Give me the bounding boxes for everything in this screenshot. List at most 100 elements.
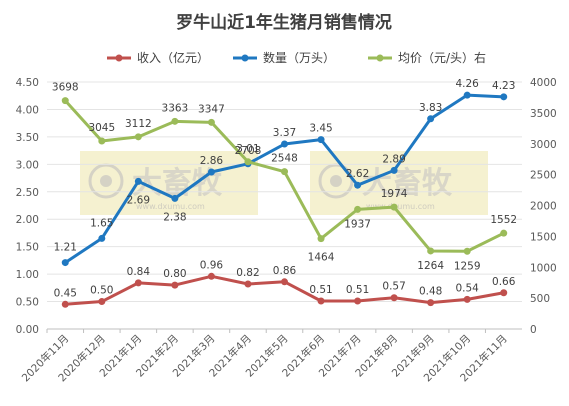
data-point bbox=[463, 247, 471, 255]
data-point bbox=[134, 133, 142, 141]
y-left-tick-label: 1.00 bbox=[16, 269, 39, 281]
data-point bbox=[207, 168, 215, 176]
data-label: 3.83 bbox=[419, 102, 442, 114]
data-label: 0.57 bbox=[382, 281, 405, 293]
y-right-tick-label: 3000 bbox=[530, 139, 557, 151]
data-label: 3347 bbox=[198, 103, 225, 115]
data-point bbox=[61, 300, 69, 308]
watermark-logo-dot bbox=[330, 175, 342, 187]
data-label: 1464 bbox=[308, 252, 335, 264]
legend-marker bbox=[115, 54, 123, 62]
data-point bbox=[390, 294, 398, 302]
data-label: 3.45 bbox=[309, 123, 332, 135]
data-label: 0.80 bbox=[163, 268, 186, 280]
data-label: 4.26 bbox=[455, 78, 479, 90]
data-label: 0.48 bbox=[419, 286, 442, 298]
data-label: 0.84 bbox=[127, 266, 151, 278]
data-label: 3.37 bbox=[273, 127, 296, 139]
data-point bbox=[500, 289, 508, 297]
data-label: 0.51 bbox=[309, 284, 332, 296]
data-label: 2.38 bbox=[163, 211, 186, 223]
watermark-logo-icon bbox=[88, 163, 124, 199]
data-point bbox=[354, 181, 362, 189]
y-right-tick-label: 4000 bbox=[530, 77, 557, 89]
y-left-tick-label: 2.00 bbox=[16, 214, 39, 226]
legend-entry: 均价（元/头）右 bbox=[398, 50, 486, 65]
data-point bbox=[98, 234, 106, 242]
data-point bbox=[354, 297, 362, 305]
data-point bbox=[281, 140, 288, 148]
data-label: 4.23 bbox=[492, 80, 515, 92]
watermark-logo-icon bbox=[318, 163, 354, 199]
data-point bbox=[390, 203, 398, 211]
data-label: 1552 bbox=[490, 214, 517, 226]
y-right-tick-label: 500 bbox=[530, 293, 550, 305]
legend-entry: 数量（万头） bbox=[263, 50, 335, 65]
chart-title: 罗牛山近1年生猪月销售情况 bbox=[176, 12, 392, 33]
watermark-url: www.dxumu.com bbox=[366, 202, 435, 211]
data-label: 3698 bbox=[52, 82, 79, 94]
data-label: 0.51 bbox=[346, 284, 369, 296]
data-point bbox=[281, 168, 288, 176]
data-point bbox=[317, 235, 325, 243]
data-point bbox=[98, 298, 106, 306]
data-point bbox=[500, 229, 508, 237]
y-left-tick-label: 1.50 bbox=[16, 242, 39, 254]
data-label: 1.21 bbox=[54, 242, 77, 254]
data-label: 0.96 bbox=[200, 259, 224, 271]
watermark-text: 大畜牧 bbox=[362, 166, 453, 201]
y-left-tick-label: 2.50 bbox=[16, 187, 39, 199]
data-label: 3363 bbox=[162, 102, 189, 114]
data-label: 0.54 bbox=[455, 282, 479, 294]
data-point bbox=[427, 115, 435, 123]
data-point bbox=[427, 299, 435, 307]
watermark-url: www.dxumu.com bbox=[136, 202, 205, 211]
data-point bbox=[463, 295, 471, 303]
data-point bbox=[61, 97, 69, 105]
data-label: 1.65 bbox=[90, 217, 113, 229]
y-right-tick-label: 1500 bbox=[530, 231, 557, 243]
data-point bbox=[427, 247, 435, 255]
data-point bbox=[61, 259, 69, 267]
data-label: 2708 bbox=[235, 145, 262, 157]
data-point bbox=[207, 272, 215, 280]
data-label: 1264 bbox=[417, 260, 444, 272]
data-point bbox=[354, 205, 362, 213]
data-point bbox=[317, 136, 325, 144]
data-point bbox=[390, 166, 398, 174]
y-left-tick-label: 3.00 bbox=[16, 159, 39, 171]
legend-entry: 收入（亿元） bbox=[137, 50, 209, 65]
y-left-tick-label: 0.50 bbox=[16, 297, 39, 309]
data-point bbox=[171, 194, 179, 202]
data-point bbox=[500, 93, 508, 101]
data-label: 3045 bbox=[88, 122, 115, 134]
y-right-tick-label: 1000 bbox=[530, 262, 557, 274]
watermark-logo-dot bbox=[100, 175, 112, 187]
data-point bbox=[281, 278, 288, 286]
data-label: 0.45 bbox=[54, 287, 77, 299]
data-label: 0.66 bbox=[492, 276, 516, 288]
data-point bbox=[171, 117, 179, 125]
y-left-tick-label: 0.00 bbox=[16, 324, 39, 336]
data-point bbox=[134, 279, 142, 287]
y-left-tick-label: 3.50 bbox=[16, 132, 39, 144]
data-label: 1974 bbox=[381, 188, 408, 200]
y-left-tick-label: 4.50 bbox=[16, 77, 39, 89]
y-right-tick-label: 2000 bbox=[530, 201, 557, 213]
data-label: 2.89 bbox=[382, 153, 405, 165]
data-point bbox=[171, 281, 179, 289]
data-point bbox=[98, 137, 106, 145]
data-label: 3112 bbox=[125, 118, 152, 130]
legend-marker bbox=[241, 54, 249, 62]
data-label: 0.82 bbox=[236, 267, 259, 279]
y-right-tick-label: 0 bbox=[530, 324, 537, 336]
data-point bbox=[134, 177, 142, 185]
data-point bbox=[244, 158, 252, 166]
data-label: 0.50 bbox=[90, 285, 113, 297]
y-right-tick-label: 3500 bbox=[530, 108, 557, 120]
data-label: 1937 bbox=[344, 218, 371, 230]
data-label: 2.69 bbox=[127, 194, 150, 206]
